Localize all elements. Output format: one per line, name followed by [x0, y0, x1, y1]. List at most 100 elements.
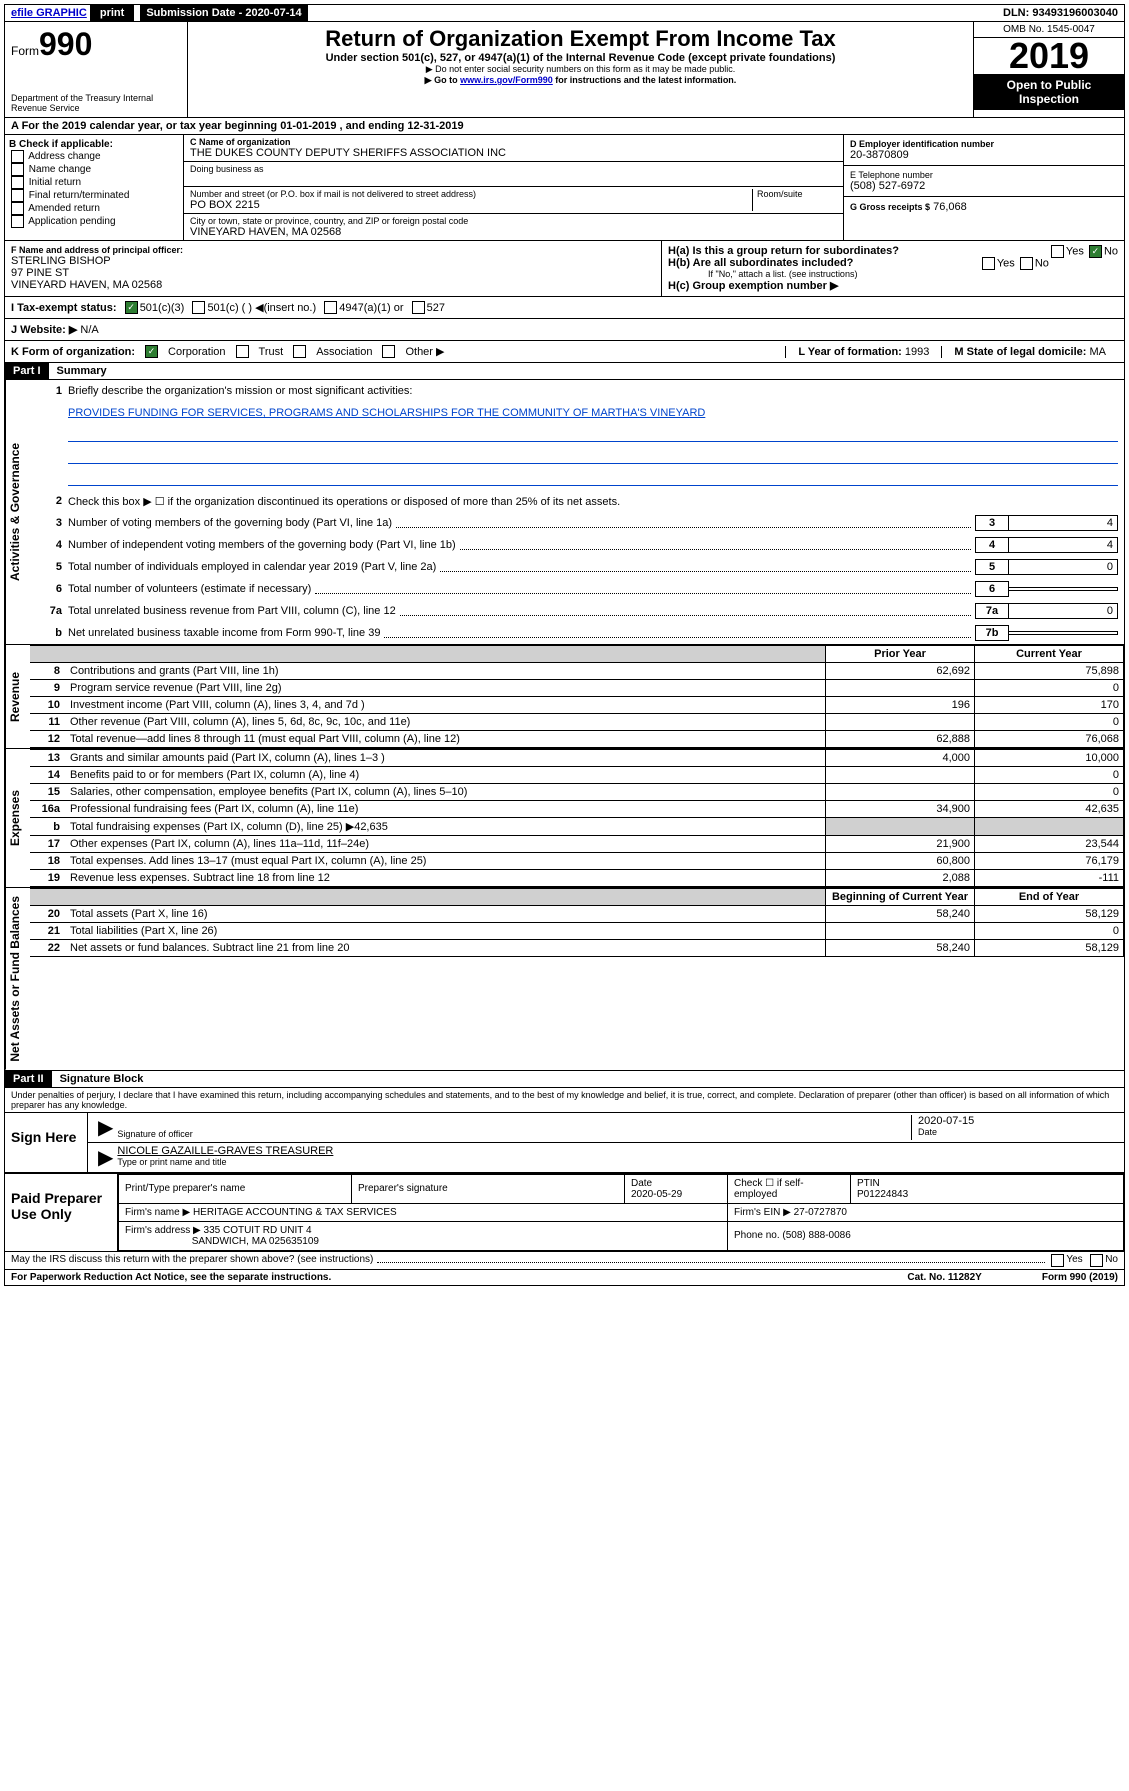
p11 — [826, 714, 975, 731]
org-city: VINEYARD HAVEN, MA 02568 — [190, 226, 837, 238]
l10: Investment income (Part VIII, column (A)… — [66, 697, 826, 714]
i-501c3: 501(c)(3) — [140, 302, 185, 314]
e-phone-label: E Telephone number — [850, 170, 1118, 180]
c8: 75,898 — [975, 663, 1124, 680]
p8: 62,692 — [826, 663, 975, 680]
l14: Benefits paid to or for members (Part IX… — [66, 767, 826, 784]
hc-label: H(c) Group exemption number ▶ — [668, 279, 1118, 292]
ha-yes[interactable] — [1051, 245, 1064, 258]
l5-val: 0 — [1009, 559, 1118, 575]
irs-link[interactable]: www.irs.gov/Form990 — [460, 75, 553, 85]
discuss-row: May the IRS discuss this return with the… — [4, 1252, 1125, 1270]
checkbox-amended[interactable] — [11, 202, 24, 215]
l-label: L Year of formation: — [798, 346, 902, 358]
ptin: P01224843 — [857, 1189, 908, 1200]
beg-hdr: Beginning of Current Year — [826, 889, 975, 906]
checkbox-address-change[interactable] — [11, 150, 24, 163]
b-final: Final return/terminated — [29, 190, 130, 201]
l13: Grants and similar amounts paid (Part IX… — [66, 750, 826, 767]
hb-yes[interactable] — [982, 257, 995, 270]
j-row: J Website: ▶ N/A — [4, 319, 1125, 341]
side-activities: Activities & Governance — [5, 380, 30, 644]
b-amend: Amended return — [28, 203, 100, 214]
phone-lbl: Phone no. — [734, 1230, 780, 1241]
c21: 0 — [975, 923, 1124, 940]
discuss-no[interactable] — [1090, 1254, 1103, 1267]
i-4947-check[interactable] — [324, 301, 337, 314]
preparer-table: Print/Type preparer's name Preparer's si… — [118, 1174, 1124, 1251]
l22: Net assets or fund balances. Subtract li… — [66, 940, 826, 957]
c12: 76,068 — [975, 731, 1124, 748]
prep-date-lbl: Date — [631, 1178, 652, 1189]
ha-no-lbl: No — [1104, 245, 1118, 257]
p21 — [826, 923, 975, 940]
i-row: I Tax-exempt status: 501(c)(3) 501(c) ( … — [4, 297, 1125, 319]
i-501c-check[interactable] — [192, 301, 205, 314]
website-value: N/A — [80, 324, 98, 336]
l4-text: Number of independent voting members of … — [68, 539, 456, 551]
l5-text: Total number of individuals employed in … — [68, 561, 436, 573]
k-corp-check[interactable] — [145, 345, 158, 358]
l17: Other expenses (Part IX, column (A), lin… — [66, 836, 826, 853]
l16b: Total fundraising expenses (Part IX, col… — [66, 818, 826, 836]
print-button[interactable]: print — [90, 5, 134, 21]
officer-typed: NICOLE GAZAILLE-GRAVES TREASURER — [117, 1145, 1118, 1157]
prep-name-lbl: Print/Type preparer's name — [125, 1183, 245, 1194]
c19: -111 — [975, 870, 1124, 887]
l2-text: Check this box ▶ ☐ if the organization d… — [68, 495, 1118, 508]
firm-name-lbl: Firm's name ▶ — [125, 1207, 190, 1218]
l-val: 1993 — [905, 346, 929, 358]
form-number: 990 — [39, 26, 92, 62]
pra-notice: For Paperwork Reduction Act Notice, see … — [11, 1272, 331, 1283]
l7b-text: Net unrelated business taxable income fr… — [68, 627, 380, 639]
line-a-tax-year: A For the 2019 calendar year, or tax yea… — [4, 118, 1125, 135]
checkbox-app-pending[interactable] — [11, 215, 24, 228]
public-inspection: Open to Public Inspection — [974, 74, 1124, 110]
form-subtitle-1: Under section 501(c), 527, or 4947(a)(1)… — [192, 52, 969, 64]
officer-addr1: 97 PINE ST — [11, 267, 655, 279]
phone-value: (508) 527-6972 — [850, 180, 1118, 192]
paid-preparer-label: Paid Preparer Use Only — [5, 1174, 118, 1251]
prep-phone: (508) 888-0086 — [782, 1230, 850, 1241]
efile-link[interactable]: efile GRAPHIC — [11, 7, 87, 19]
m-label: M State of legal domicile: — [954, 346, 1086, 358]
i-label: I Tax-exempt status: — [11, 302, 117, 314]
firm-name: HERITAGE ACCOUNTING & TAX SERVICES — [193, 1207, 397, 1218]
org-info-grid: B Check if applicable: Address change Na… — [4, 135, 1125, 241]
l3-text: Number of voting members of the governin… — [68, 517, 392, 529]
p20: 58,240 — [826, 906, 975, 923]
k-assoc-check[interactable] — [293, 345, 306, 358]
perjury-decl: Under penalties of perjury, I declare th… — [5, 1088, 1124, 1113]
city-label: City or town, state or province, country… — [190, 216, 837, 226]
c13: 10,000 — [975, 750, 1124, 767]
arrow-icon: ▶ — [94, 1115, 117, 1140]
ein-value: 20-3870809 — [850, 149, 1118, 161]
l15: Salaries, other compensation, employee b… — [66, 784, 826, 801]
sig-date: 2020-07-15 — [918, 1115, 1118, 1127]
goto-post: for instructions and the latest informat… — [553, 75, 737, 85]
checkbox-initial-return[interactable] — [11, 176, 24, 189]
hb-no[interactable] — [1020, 257, 1033, 270]
k-other: Other ▶ — [405, 345, 444, 358]
org-address: PO BOX 2215 — [190, 199, 752, 211]
i-527-check[interactable] — [412, 301, 425, 314]
p18: 60,800 — [826, 853, 975, 870]
netassets-table: Beginning of Current YearEnd of Year 20T… — [30, 888, 1124, 957]
checkbox-name-change[interactable] — [11, 163, 24, 176]
i-501c3-check[interactable] — [125, 301, 138, 314]
dept-treasury: Department of the Treasury Internal Reve… — [11, 93, 181, 113]
l6-val — [1009, 587, 1118, 591]
part1-header: Part I — [5, 363, 49, 379]
curr-hdr: Current Year — [975, 646, 1124, 663]
k-assoc: Association — [316, 346, 372, 358]
ha-no[interactable] — [1089, 245, 1102, 258]
part-1: Part I Summary Activities & Governance 1… — [4, 363, 1125, 1071]
k-trust-check[interactable] — [236, 345, 249, 358]
k-other-check[interactable] — [382, 345, 395, 358]
discuss-yes[interactable] — [1051, 1254, 1064, 1267]
p19: 2,088 — [826, 870, 975, 887]
checkbox-final-return[interactable] — [11, 189, 24, 202]
c15: 0 — [975, 784, 1124, 801]
i-4947: 4947(a)(1) or — [339, 302, 403, 314]
i-501c: 501(c) ( ) ◀(insert no.) — [207, 301, 316, 314]
